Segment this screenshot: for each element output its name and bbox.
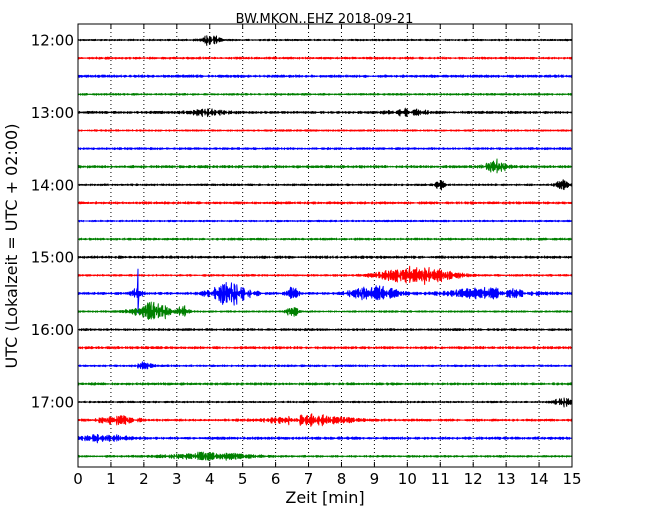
- trace-19: [77, 382, 573, 386]
- x-tick-label: 1: [106, 470, 116, 488]
- x-tick-label: 12: [464, 470, 483, 488]
- x-tick-label: 10: [398, 470, 417, 488]
- y-axis-ticks: 12:00 13:00 14:00 15:00 16:00 17:00: [31, 32, 572, 412]
- x-tick-label: 5: [238, 470, 248, 488]
- x-tick-label: 11: [431, 470, 450, 488]
- x-axis-ticks: 0 1 2 3 4 5 6 7 8 9 10 11 12 13 14 15: [73, 24, 582, 488]
- y-tick-label: 15:00: [31, 249, 74, 267]
- y-tick-label: 12:00: [31, 32, 74, 50]
- trace-21: [77, 413, 573, 427]
- trace-9: [77, 201, 573, 205]
- x-tick-label: 3: [172, 470, 182, 488]
- x-tick-label: 15: [562, 470, 581, 488]
- trace-22: [77, 434, 573, 444]
- x-axis-label: Zeit [min]: [285, 488, 364, 507]
- trace-7: [77, 158, 573, 174]
- x-tick-label: 7: [304, 470, 314, 488]
- trace-5: [77, 129, 573, 132]
- x-tick-label: 14: [530, 470, 549, 488]
- trace-12: [77, 255, 573, 259]
- trace-6: [77, 147, 573, 151]
- x-tick-label: 2: [139, 470, 149, 488]
- plot-frame: [77, 23, 573, 468]
- trace-10: [77, 219, 573, 223]
- x-tick-label: 6: [271, 470, 281, 488]
- trace-3: [77, 92, 573, 96]
- trace-0: [77, 35, 573, 46]
- trace-23: [77, 451, 573, 461]
- trace-16: [77, 328, 573, 332]
- y-tick-label: 16:00: [31, 321, 74, 339]
- y-tick-label: 13:00: [31, 104, 74, 122]
- x-tick-label: 4: [205, 470, 215, 488]
- seismic-traces: [77, 35, 573, 461]
- trace-20: [77, 397, 573, 408]
- x-tick-label: 0: [73, 470, 83, 488]
- trace-8: [77, 179, 573, 191]
- vertical-gridlines: [110, 24, 540, 467]
- chart-title: BW.MKON..EHZ 2018-09-21: [236, 12, 414, 27]
- trace-15: [77, 301, 573, 320]
- trace-17: [77, 345, 573, 350]
- x-tick-label: 8: [337, 470, 347, 488]
- x-tick-label: 9: [370, 470, 380, 488]
- trace-4: [77, 107, 573, 118]
- y-tick-label: 17:00: [31, 394, 74, 412]
- y-tick-label: 14:00: [31, 176, 74, 194]
- trace-11: [77, 237, 573, 241]
- x-tick-label: 13: [497, 470, 516, 488]
- trace-2: [77, 74, 573, 78]
- y-axis-label: UTC (Lokalzeit = UTC + 02:00): [2, 124, 21, 369]
- trace-18: [77, 361, 573, 370]
- trace-1: [77, 56, 573, 60]
- trace-14: [77, 268, 573, 314]
- trace-13: [77, 265, 573, 285]
